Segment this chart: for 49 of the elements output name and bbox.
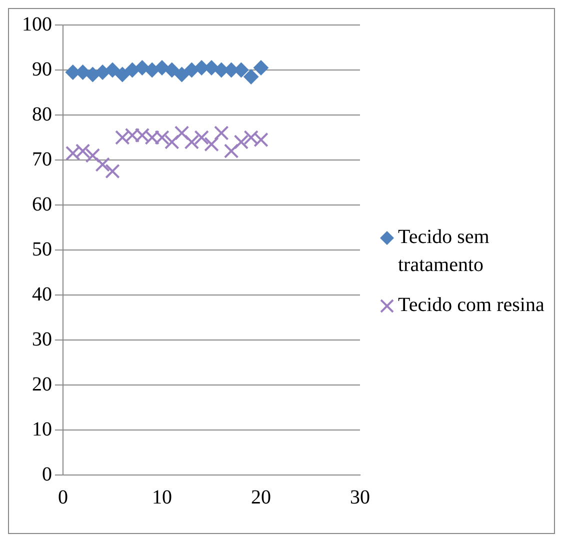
- point: [75, 144, 90, 158]
- y-tick-label: 50: [32, 238, 52, 260]
- point: [164, 62, 180, 78]
- point: [244, 69, 259, 84]
- x-tick-label: 30: [350, 486, 370, 508]
- point: [184, 134, 200, 150]
- point: [115, 130, 130, 145]
- point: [184, 62, 200, 78]
- y-tick-label: 30: [32, 328, 52, 350]
- y-tick-label: 90: [32, 58, 52, 80]
- point: [124, 128, 140, 143]
- point: [194, 130, 209, 145]
- point: [154, 130, 170, 145]
- point: [234, 134, 249, 150]
- point: [174, 126, 190, 140]
- y-tick-label: 80: [32, 103, 52, 126]
- point: [254, 132, 268, 148]
- point: [95, 64, 110, 80]
- point: [244, 130, 258, 145]
- point: [144, 130, 160, 145]
- y-tick-label: 20: [32, 373, 52, 396]
- point: [254, 60, 268, 76]
- x-tick-label: 20: [251, 486, 271, 508]
- x-tick-label: 0: [58, 486, 68, 508]
- point: [124, 62, 140, 78]
- y-tick-label: 70: [32, 148, 52, 170]
- point: [144, 62, 160, 78]
- y-tick-label: 10: [32, 418, 52, 440]
- point: [134, 128, 150, 143]
- y-tick-label: 60: [32, 193, 52, 216]
- point: [164, 134, 180, 150]
- legend-label: Tecido com resina: [398, 293, 544, 318]
- point: [134, 60, 150, 76]
- point: [174, 67, 190, 82]
- x-tick-label: 10: [152, 486, 172, 508]
- point: [66, 146, 80, 161]
- point: [105, 164, 120, 179]
- point: [85, 148, 100, 163]
- y-tick-label: 100: [22, 13, 52, 36]
- point: [224, 144, 239, 158]
- y-tick-label: 0: [42, 463, 52, 486]
- point: [105, 62, 120, 78]
- point: [204, 136, 219, 152]
- legend-label: Tecido sem tratamento: [398, 225, 490, 278]
- point: [95, 157, 110, 172]
- y-tick-label: 40: [32, 283, 52, 306]
- point: [214, 126, 229, 140]
- point: [114, 67, 130, 82]
- point: [85, 67, 100, 82]
